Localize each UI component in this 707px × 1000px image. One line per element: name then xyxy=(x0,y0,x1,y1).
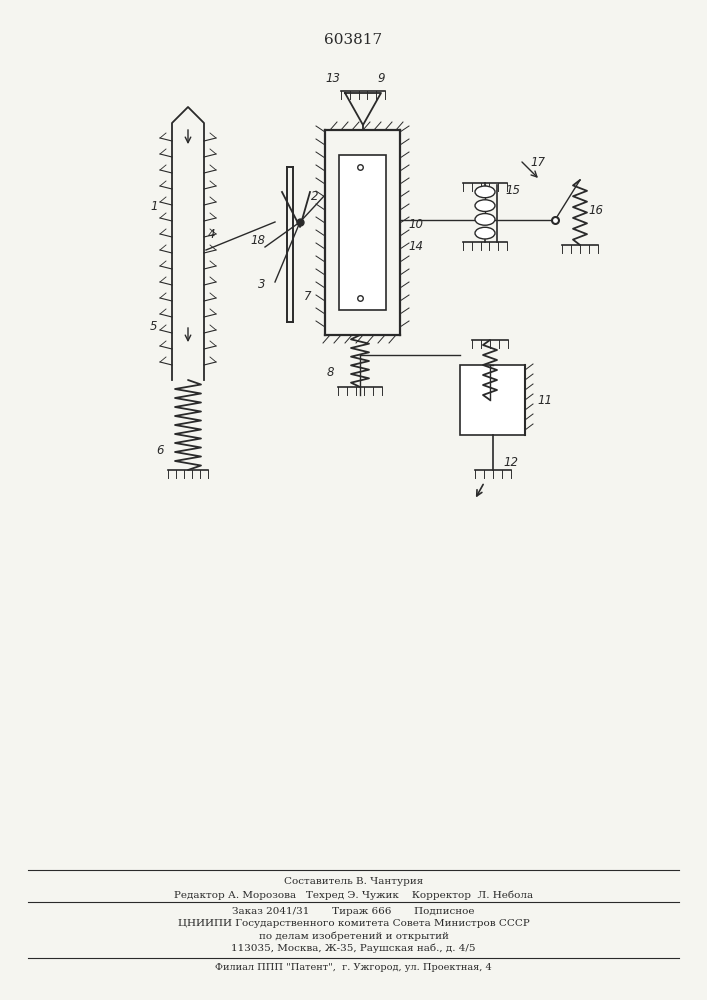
Bar xyxy=(339,155,386,310)
Ellipse shape xyxy=(475,214,495,225)
Text: 14: 14 xyxy=(409,240,423,253)
Text: 8: 8 xyxy=(326,365,334,378)
Text: 10: 10 xyxy=(409,219,423,232)
Text: 1: 1 xyxy=(151,200,158,214)
Ellipse shape xyxy=(475,200,495,211)
Ellipse shape xyxy=(475,227,495,239)
Text: 6: 6 xyxy=(156,444,164,456)
Text: 2: 2 xyxy=(311,190,319,204)
Text: 12: 12 xyxy=(503,456,518,468)
Text: 18: 18 xyxy=(250,233,266,246)
Text: Филиал ППП "Патент",  г. Ужгород, ул. Проектная, 4: Филиал ППП "Патент", г. Ужгород, ул. Про… xyxy=(215,962,492,972)
Text: 15: 15 xyxy=(506,184,520,196)
Text: 9: 9 xyxy=(378,73,385,86)
Text: по делам изобретений и открытий: по делам изобретений и открытий xyxy=(259,931,448,941)
Text: Составитель В. Чантурия: Составитель В. Чантурия xyxy=(284,878,423,886)
Text: 11: 11 xyxy=(537,393,552,406)
Text: 603817: 603817 xyxy=(324,33,382,47)
Bar xyxy=(460,365,525,435)
Text: 4: 4 xyxy=(209,229,216,241)
Text: 13: 13 xyxy=(325,73,341,86)
Text: 3: 3 xyxy=(258,277,266,290)
Text: 113035, Москва, Ж-35, Раушская наб., д. 4/5: 113035, Москва, Ж-35, Раушская наб., д. … xyxy=(231,943,476,953)
Text: 16: 16 xyxy=(588,204,604,217)
Ellipse shape xyxy=(475,186,495,198)
Text: ЦНИИПИ Государственного комитета Совета Министров СССР: ЦНИИПИ Государственного комитета Совета … xyxy=(177,920,530,928)
Text: 5: 5 xyxy=(151,320,158,334)
Text: 7: 7 xyxy=(304,290,312,304)
Text: Редактор А. Морозова   Техред Э. Чужик    Корректор  Л. Небола: Редактор А. Морозова Техред Э. Чужик Кор… xyxy=(174,890,533,900)
Text: Заказ 2041/31       Тираж 666       Подписное: Заказ 2041/31 Тираж 666 Подписное xyxy=(233,906,474,916)
Text: 17: 17 xyxy=(530,155,546,168)
